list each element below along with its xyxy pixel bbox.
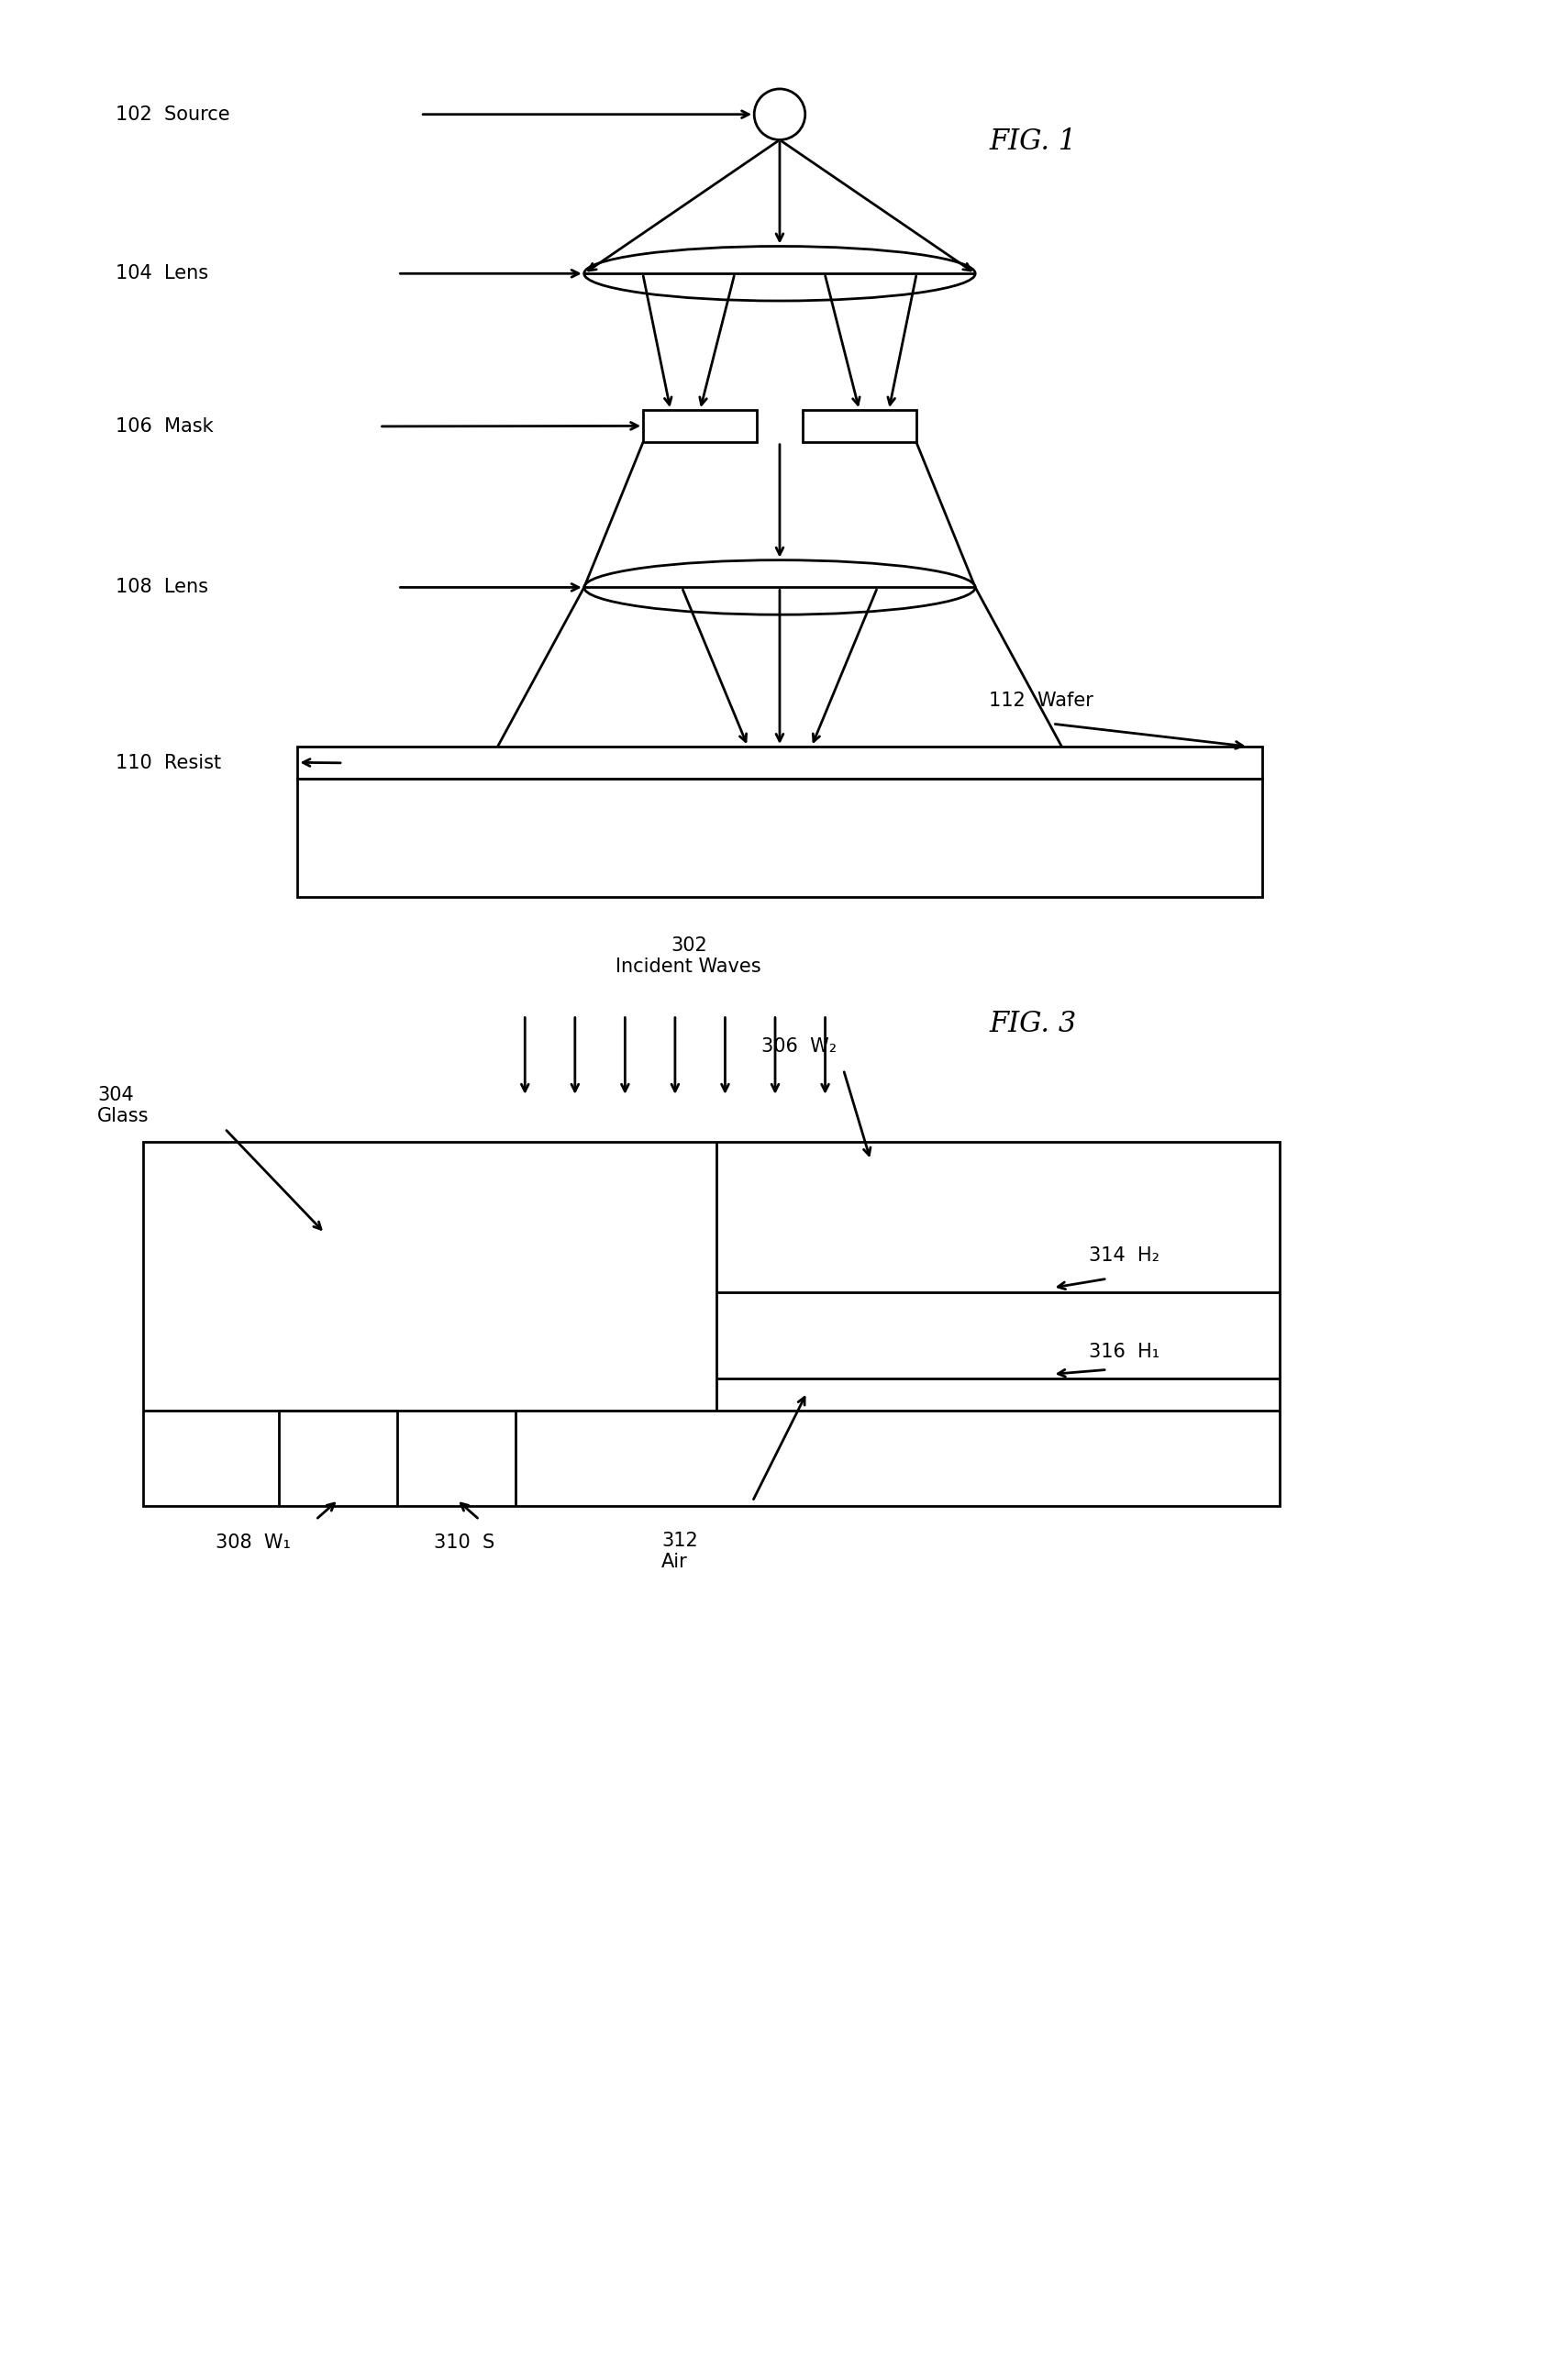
Bar (643, 409, 756, 443)
Text: 310  S: 310 S (433, 1533, 495, 1552)
Bar (803, 409, 916, 443)
Text: 106  Mask: 106 Mask (115, 416, 213, 436)
Text: 104  Lens: 104 Lens (115, 264, 208, 283)
Text: 108  Lens: 108 Lens (115, 578, 208, 597)
Text: 316  H₁: 316 H₁ (1089, 1342, 1160, 1361)
Text: 306  W₂: 306 W₂ (761, 1038, 837, 1057)
Text: 112  Wafer: 112 Wafer (989, 693, 1093, 709)
Text: 314  H₂: 314 H₂ (1089, 1247, 1160, 1266)
Bar (298, 747, 1263, 778)
Text: 102  Source: 102 Source (115, 105, 230, 124)
Text: FIG. 3: FIG. 3 (989, 1009, 1076, 1038)
Text: 110  Resist: 110 Resist (115, 754, 221, 771)
Text: 308  W₁: 308 W₁ (216, 1533, 290, 1552)
Text: 302
Incident Waves: 302 Incident Waves (617, 935, 761, 976)
Bar (143, 1142, 1280, 1507)
Text: 312
Air: 312 Air (662, 1533, 697, 1571)
Text: 304
Glass: 304 Glass (98, 1085, 149, 1126)
Bar (298, 778, 1263, 897)
Text: FIG. 1: FIG. 1 (989, 129, 1076, 155)
